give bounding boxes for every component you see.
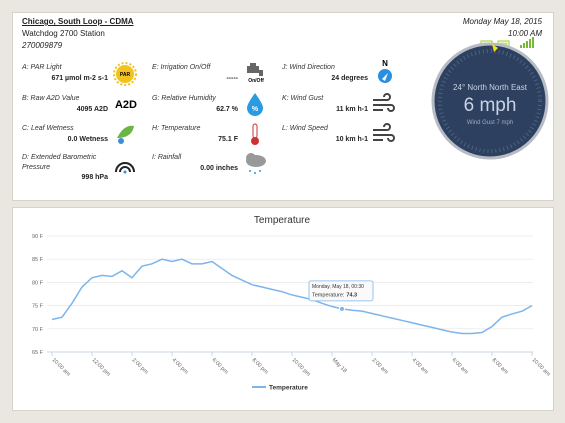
chart-panel <box>12 207 554 411</box>
y-tick-label: 80 F <box>32 280 44 286</box>
icons: PAR A2D On/Off % N <box>113 59 395 174</box>
legend-label: Temperature <box>269 385 308 392</box>
sensor-value: 671 µmol m-2 s-1 <box>51 75 108 82</box>
line <box>51 258 533 335</box>
x-tick-label: 2:00 am <box>371 357 390 376</box>
sensor-label: G: Relative Humidity <box>152 95 216 102</box>
icon-text: N <box>382 59 388 68</box>
sensor-label: B: Raw A2D Value <box>22 95 80 102</box>
sensor-label: L: Wind Speed <box>282 125 328 132</box>
x-tick-label: 10:00 am <box>531 357 552 378</box>
tooltip-title: Monday, May 18, 00:30 <box>312 284 364 290</box>
station-serial: 270009879 <box>22 41 63 50</box>
sensor-label: J: Wind Direction <box>282 64 335 71</box>
sensor-label: A: PAR Light <box>22 64 62 71</box>
sensor-label: H: Temperature <box>152 125 201 132</box>
x-tick-label: 4:00 am <box>411 357 430 376</box>
x-tick-label: 2:00 pm <box>131 357 150 376</box>
icon-text: PAR <box>120 72 131 78</box>
station-model: Watchdog 2700 Station <box>22 29 105 38</box>
date: Monday May 18, 2015 <box>462 17 542 26</box>
wind-speed: 6 mph <box>464 95 517 116</box>
x-tick-label: 4:00 pm <box>171 357 190 376</box>
x-tick-label: 10:00 pm <box>291 357 312 378</box>
wind-gust: Wind Gust 7 mph <box>467 120 513 126</box>
sensor-label: K: Wind Gust <box>282 95 324 102</box>
tooltip-body: Temperature: 74.3 <box>312 292 357 298</box>
sensor-value: 998 hPa <box>81 174 108 181</box>
x-tick-label: 6:00 pm <box>211 357 230 376</box>
x-tick-label: 6:00 am <box>451 357 470 376</box>
sensor-label: D: Extended Barometric Pressure <box>22 154 97 171</box>
x-tick-label: 8:00 am <box>491 357 510 376</box>
y-tick-label: 85 F <box>32 257 44 263</box>
icon-text: On/Off <box>248 78 264 84</box>
sensor-value: 62.7 % <box>216 106 238 113</box>
sensor-value: 0.00 inches <box>200 165 238 172</box>
sensor-value: 24 degrees <box>331 75 368 82</box>
sensor-value: 4095 A2D <box>76 106 108 113</box>
icon-text: A2D <box>115 99 137 111</box>
sensor-label: I: Rainfall <box>152 154 182 161</box>
y-tick-label: 90 F <box>32 234 44 240</box>
compass: 24° North North East 6 mph Wind Gust 7 m… <box>431 42 549 160</box>
tooltip <box>308 280 374 302</box>
x-tick-label: May 18 <box>331 357 348 374</box>
y-tick-label: 70 F <box>32 327 44 333</box>
x-tick-label: 12:00 pm <box>91 357 112 378</box>
x-tick-label: 8:00 pm <box>251 357 270 376</box>
sensor-label: E: Irrigation On/Off <box>152 64 211 71</box>
time: 10:00 AM <box>508 29 542 38</box>
icon-text: % <box>252 106 259 113</box>
sensor-value: 0.0 Wetness <box>67 136 108 143</box>
tooltip-value: 74.3 <box>346 292 357 298</box>
tooltip-bullet-label: Temperature: <box>312 292 345 298</box>
station-name[interactable]: Chicago, South Loop - CDMA <box>22 17 134 26</box>
sensor-value: ----- <box>226 75 238 82</box>
y-tick-label: 65 F <box>32 350 44 356</box>
x-tick-label: 10:00 am <box>51 357 72 378</box>
sensor-label: C: Leaf Wetness <box>22 125 74 132</box>
sensor-value: 75.1 F <box>218 136 238 143</box>
y-tick-label: 75 F <box>32 304 44 310</box>
chart-title: Temperature <box>254 215 311 226</box>
sensor-value: 11 km h-1 <box>336 106 368 113</box>
sensor-value: 10 km h-1 <box>335 136 368 143</box>
wind-direction: 24° North North East <box>453 83 528 92</box>
tooltip-point <box>339 305 345 312</box>
